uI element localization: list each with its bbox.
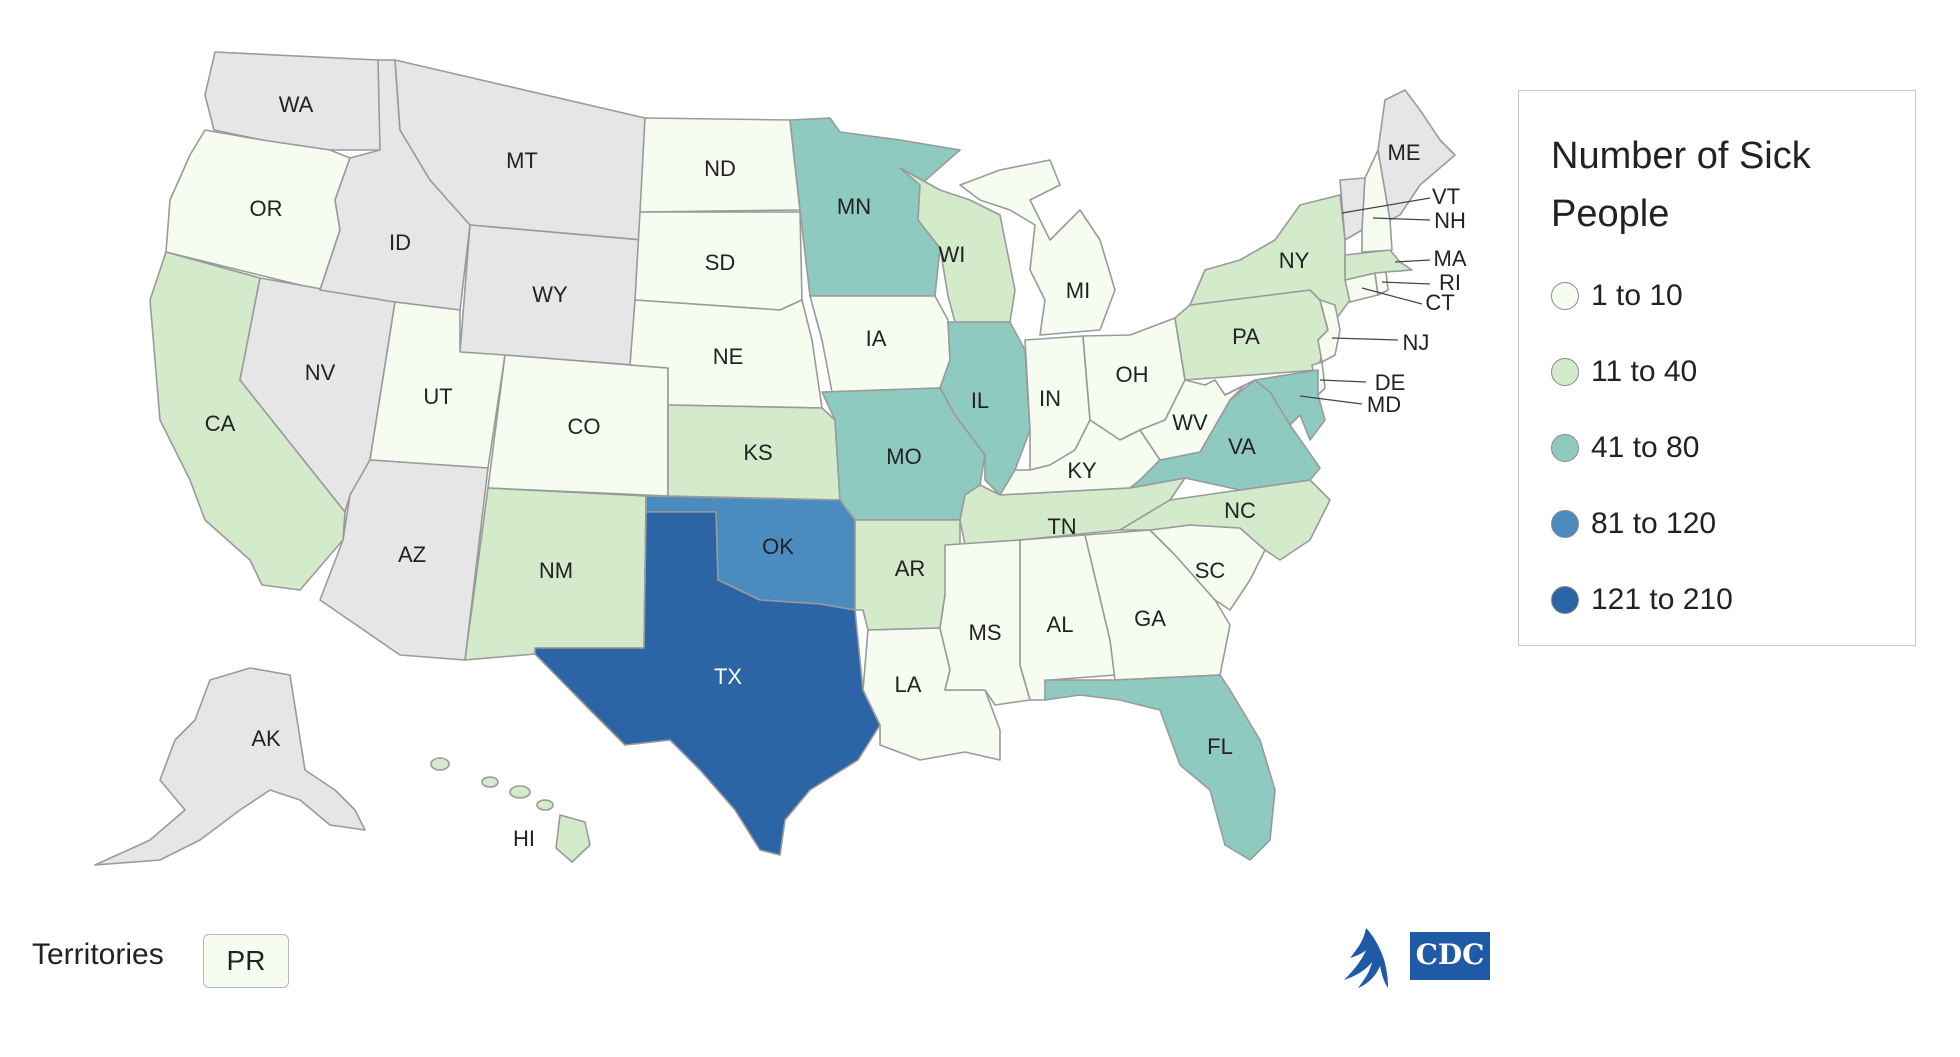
state-az[interactable] — [319, 459, 489, 661]
legend-swatch — [1551, 510, 1579, 538]
label-wa: WA — [279, 92, 314, 117]
label-nc: NC — [1224, 498, 1256, 523]
label-de: DE — [1375, 370, 1406, 395]
label-mn: MN — [837, 194, 871, 219]
state-md[interactable] — [1224, 369, 1326, 441]
legend-swatch — [1551, 586, 1579, 614]
state-il[interactable] — [939, 321, 1031, 496]
label-nv: NV — [305, 360, 336, 385]
label-co: CO — [568, 414, 601, 439]
label-md: MD — [1367, 392, 1401, 417]
leader-lines — [1299, 197, 1431, 405]
state-me[interactable] — [1377, 89, 1456, 221]
state-ma[interactable] — [1344, 249, 1413, 281]
label-ok: OK — [762, 534, 794, 559]
label-oh: OH — [1116, 362, 1149, 387]
label-al: AL — [1047, 612, 1074, 637]
legend-swatch — [1551, 282, 1579, 310]
label-ca: CA — [205, 411, 236, 436]
label-hi: HI — [513, 826, 535, 851]
legend-item-5: 121 to 210 — [1551, 583, 1733, 617]
label-ks: KS — [743, 440, 772, 465]
label-ia: IA — [866, 326, 887, 351]
label-la: LA — [895, 672, 922, 697]
label-az: AZ — [398, 542, 426, 567]
territories-label: Territories — [32, 938, 164, 971]
state-tx[interactable] — [534, 511, 881, 856]
territory-pr[interactable]: PR — [203, 934, 289, 988]
label-tn: TN — [1047, 514, 1076, 539]
label-me: ME — [1388, 140, 1421, 165]
label-id: ID — [389, 230, 411, 255]
label-mi: MI — [1066, 278, 1090, 303]
state-fl[interactable] — [1044, 674, 1276, 861]
legend-swatch — [1551, 434, 1579, 462]
label-ne: NE — [713, 344, 744, 369]
label-nh: NH — [1434, 208, 1466, 233]
label-fl: FL — [1207, 734, 1233, 759]
label-ar: AR — [895, 556, 926, 581]
label-wi: WI — [939, 242, 966, 267]
label-ut: UT — [423, 384, 452, 409]
label-ky: KY — [1067, 458, 1097, 483]
label-ga: GA — [1134, 606, 1166, 631]
legend-item-3: 41 to 80 — [1551, 431, 1699, 465]
label-vt: VT — [1432, 184, 1460, 209]
cdc-text: CDC — [1416, 938, 1485, 971]
legend-label: 121 to 210 — [1591, 583, 1733, 616]
label-nm: NM — [539, 558, 573, 583]
label-mt: MT — [506, 148, 538, 173]
label-sc: SC — [1195, 558, 1226, 583]
label-sd: SD — [705, 250, 736, 275]
legend-item-4: 81 to 120 — [1551, 507, 1716, 541]
label-wy: WY — [532, 282, 568, 307]
label-ny: NY — [1279, 248, 1310, 273]
label-il: IL — [971, 388, 989, 413]
legend-label: 41 to 80 — [1591, 431, 1700, 464]
label-in: IN — [1039, 386, 1061, 411]
state-mi[interactable] — [959, 159, 1116, 336]
state-hi[interactable] — [430, 757, 591, 863]
cdc-box — [1410, 932, 1490, 980]
legend-label: 81 to 120 — [1591, 507, 1717, 540]
legend-label: 1 to 10 — [1591, 279, 1683, 312]
label-ri: RI — [1439, 270, 1461, 295]
label-va: VA — [1228, 434, 1256, 459]
label-mo: MO — [886, 444, 921, 469]
label-or: OR — [250, 196, 283, 221]
label-tx: TX — [714, 664, 742, 689]
label-ms: MS — [969, 620, 1002, 645]
state-labels: WA OR CA NV ID MT WY UT AZ CO NM ND SD N… — [205, 92, 1467, 851]
hhs-eagle-icon — [1344, 928, 1388, 988]
state-nj[interactable] — [1317, 299, 1341, 363]
label-ct: CT — [1425, 290, 1454, 315]
legend-item-2: 11 to 40 — [1551, 355, 1697, 389]
label-ak: AK — [251, 726, 281, 751]
legend-label: 11 to 40 — [1591, 355, 1698, 388]
us-map: WA OR CA NV ID MT WY UT AZ CO NM ND SD N… — [94, 51, 1467, 866]
legend: Number of Sick People 1 to 10 11 to 40 4… — [1518, 90, 1916, 646]
state-ak[interactable] — [94, 667, 366, 866]
cdc-logo: CDC — [1344, 928, 1490, 988]
state-nc[interactable] — [1119, 479, 1331, 561]
label-nj: NJ — [1403, 330, 1430, 355]
label-ma: MA — [1434, 246, 1467, 271]
legend-item-1: 1 to 10 — [1551, 279, 1683, 313]
legend-title: Number of Sick People — [1551, 135, 1811, 235]
legend-swatch — [1551, 358, 1579, 386]
label-nd: ND — [704, 156, 736, 181]
label-pa: PA — [1232, 324, 1260, 349]
label-wv: WV — [1172, 410, 1208, 435]
